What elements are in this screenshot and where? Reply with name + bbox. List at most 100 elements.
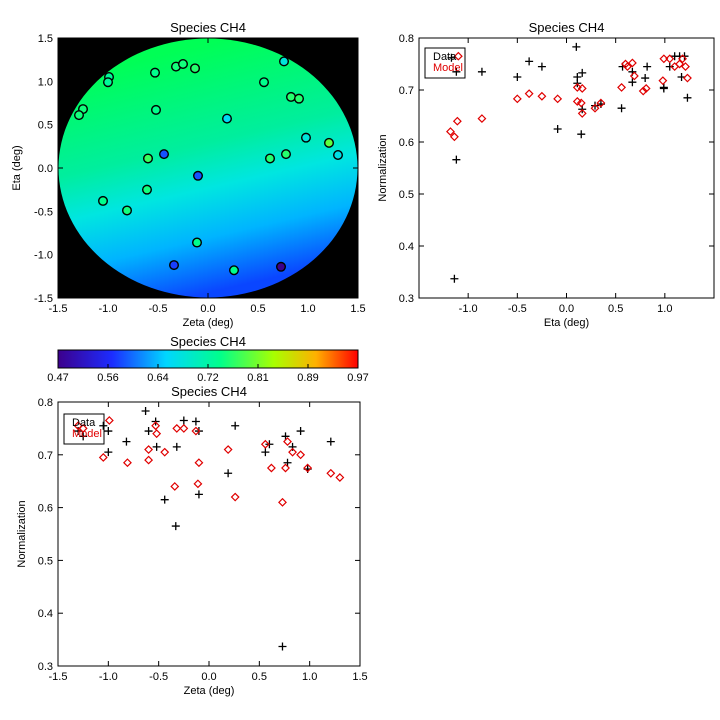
eta-model-marker bbox=[678, 54, 687, 64]
colorbar-tick-label: 0.56 bbox=[97, 372, 118, 384]
map-data-point bbox=[149, 67, 160, 78]
eta-y-tick-label: 0.8 bbox=[399, 33, 414, 45]
zeta-data-marker bbox=[261, 448, 270, 457]
zeta-data-marker bbox=[74, 427, 83, 436]
map-x-tick-label: -1.0 bbox=[99, 303, 118, 315]
map-y-axis-label: Eta (deg) bbox=[11, 145, 23, 190]
eta-legend-entry: Data bbox=[433, 51, 457, 63]
map-data-point bbox=[228, 265, 239, 276]
eta-model-marker bbox=[665, 54, 675, 64]
eta-model-marker bbox=[453, 51, 463, 61]
map-data-point bbox=[189, 63, 200, 74]
zeta-model-marker bbox=[193, 479, 203, 489]
map-x-tick-label: 1.0 bbox=[300, 303, 315, 315]
map-y-tick-label: 1.5 bbox=[38, 33, 53, 45]
eta-model-marker bbox=[449, 132, 459, 142]
zeta-model-marker bbox=[326, 468, 336, 478]
zeta-x-tick-label: 0.5 bbox=[252, 671, 267, 683]
eta-model-marker bbox=[512, 94, 522, 104]
eta-model-marker bbox=[623, 62, 632, 72]
colorbar-title: Species CH4 bbox=[170, 334, 246, 349]
zeta-legend-entry: Model bbox=[72, 428, 102, 440]
eta-model-marker bbox=[572, 82, 582, 92]
map-data-point bbox=[281, 149, 292, 160]
eta-model-marker bbox=[590, 103, 600, 113]
zeta-x-tick-label: -1.0 bbox=[99, 671, 118, 683]
eta-model-marker bbox=[446, 127, 455, 137]
map-x-axis-label: Zeta (deg) bbox=[183, 317, 234, 329]
eta-model-marker bbox=[638, 86, 648, 96]
eta-data-marker bbox=[447, 53, 456, 62]
colorbar-tick-label: 0.81 bbox=[247, 372, 268, 384]
eta-model-marker bbox=[572, 96, 582, 106]
eta-model-marker bbox=[477, 114, 487, 124]
eta-model-marker bbox=[617, 82, 627, 92]
zeta-data-marker bbox=[326, 437, 335, 446]
zeta-data-marker bbox=[122, 437, 131, 446]
zeta-x-tick-label: 1.0 bbox=[302, 671, 317, 683]
eta-plot-frame bbox=[418, 37, 715, 299]
zeta-data-marker bbox=[152, 442, 161, 451]
zeta-model-marker bbox=[335, 473, 345, 482]
zeta-plot-frame bbox=[57, 401, 361, 667]
eta-x-tick-label: -1.0 bbox=[459, 303, 478, 315]
map-data-point bbox=[97, 195, 108, 206]
colorbar-panel: Species CH4 0.47 0.56 0.64 0.72 0.81 0.89 0.97 bbox=[47, 334, 368, 384]
map-data-point bbox=[73, 110, 84, 121]
zeta-model-marker bbox=[194, 458, 204, 468]
eta-data-marker bbox=[577, 130, 586, 139]
eta-data-marker bbox=[628, 78, 637, 87]
zeta-x-axis-label: Zeta (deg) bbox=[184, 685, 235, 697]
eta-model-marker bbox=[596, 98, 606, 108]
map-data-point bbox=[141, 184, 152, 195]
map-data-point bbox=[121, 205, 132, 216]
zeta-data-marker bbox=[224, 469, 233, 478]
colorbar-tick-label: 0.89 bbox=[297, 372, 318, 384]
eta-model-marker bbox=[683, 73, 692, 83]
zeta-model-marker bbox=[73, 421, 83, 431]
colorbar-gradient bbox=[58, 350, 358, 368]
zeta-model-marker bbox=[303, 463, 313, 473]
zeta-model-marker bbox=[288, 447, 298, 457]
map-data-point bbox=[158, 149, 169, 160]
zeta-data-marker bbox=[104, 448, 113, 457]
map-data-point bbox=[142, 153, 153, 164]
eta-data-marker bbox=[617, 104, 626, 113]
map-data-point bbox=[191, 237, 202, 248]
zeta-model-marker bbox=[151, 421, 161, 431]
eta-y-tick-label: 0.3 bbox=[399, 293, 414, 305]
zeta-legend-entry: Data bbox=[72, 417, 96, 429]
eta-data-marker bbox=[572, 42, 581, 51]
eta-model-marker bbox=[627, 58, 637, 68]
eta-model-marker bbox=[658, 76, 668, 86]
eta-data-marker bbox=[553, 125, 562, 133]
eta-model-marker bbox=[576, 98, 586, 108]
eta-y-axis-label: Normalization bbox=[377, 134, 389, 201]
map-data-point bbox=[221, 113, 232, 124]
zeta-model-marker bbox=[172, 423, 182, 433]
zeta-data-marker bbox=[171, 522, 180, 531]
eta-y-tick-label: 0.7 bbox=[399, 85, 414, 97]
eta-x-tick-label: 1.0 bbox=[657, 303, 672, 315]
map-panel: Species CH4 -1.5 -1.0 -0.5 0.0 0.5 1.0 1.5 -1.5 -… bbox=[11, 20, 366, 329]
map-x-tick-label: 0.0 bbox=[200, 303, 215, 315]
map-x-tick-label: -1.5 bbox=[49, 303, 68, 315]
zeta-data-marker bbox=[194, 490, 203, 499]
map-data-point bbox=[102, 77, 113, 88]
model-field-disk bbox=[58, 38, 358, 298]
zeta-data-marker bbox=[281, 432, 290, 441]
map-x-tick-label: 0.5 bbox=[250, 303, 265, 315]
map-title: Species CH4 bbox=[170, 20, 246, 35]
zeta-data-marker bbox=[79, 432, 88, 441]
eta-data-marker bbox=[683, 93, 692, 102]
zeta-data-marker bbox=[283, 458, 292, 467]
map-data-point bbox=[279, 56, 290, 67]
colorbar-tick-label: 0.47 bbox=[47, 372, 68, 384]
map-y-tick-label: 1.0 bbox=[38, 76, 53, 88]
eta-data-marker bbox=[452, 155, 461, 164]
map-y-tick-label: -0.5 bbox=[34, 206, 53, 218]
zeta-model-marker bbox=[191, 426, 201, 436]
zeta-model-marker bbox=[170, 482, 180, 491]
zeta-model-marker bbox=[160, 447, 170, 457]
